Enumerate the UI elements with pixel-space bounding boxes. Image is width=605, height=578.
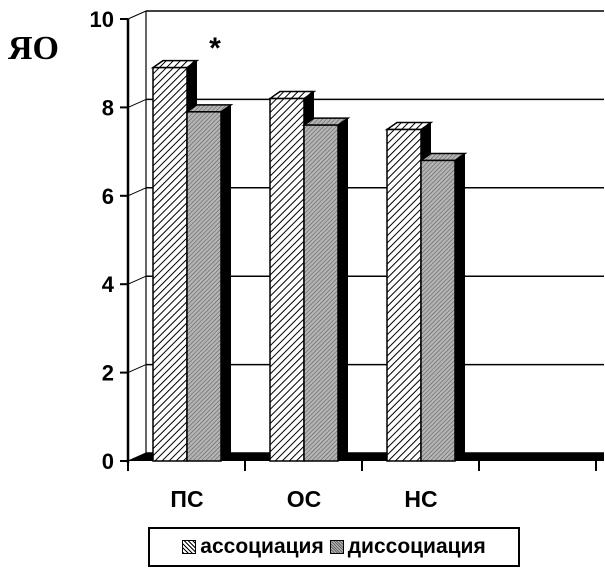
gridline-diag-3 [127,187,147,197]
y-tick-label-1: 2 [102,361,114,386]
y-tick-label-2: 4 [102,272,115,297]
y-tick-label-5: 10 [90,7,114,32]
legend-label-association: ассоциация [200,535,324,558]
bar-side-1-1 [338,118,348,461]
bar-side-0-1 [221,104,231,461]
bar-0-0 [152,66,188,462]
chart-floor [128,453,604,461]
y-tick-label-4: 8 [102,95,114,120]
legend-item-association: ассоциация [182,535,324,559]
y-tick-label-3: 6 [102,184,114,209]
gridline-diag-2 [127,275,147,285]
bar-2-0 [386,128,422,462]
y-axis-label: ЯО [8,30,59,67]
bar-2-1 [420,159,456,462]
x-tick-label-2: НС [404,486,437,512]
bar-1-1 [303,124,339,462]
bar-side-2-1 [455,153,465,461]
gridline-diag-1 [127,364,147,374]
bar-1-0 [269,97,305,462]
x-tick-label-1: ОС [287,486,322,512]
legend-swatch-grey [329,540,344,554]
legend-item-dissociation: диссоциация [329,535,486,559]
chart-legend: ассоциация диссоциация [148,527,520,567]
bar-chart: 0 2 4 6 8 10 ПС ОС НС * [90,7,604,512]
x-tick-label-0: ПС [170,486,203,512]
significance-asterisk: * [209,32,221,65]
y-tick-label-0: 0 [102,449,114,474]
gridline-diag-5 [127,10,147,20]
legend-swatch-hatched [182,540,197,554]
bar-0-1 [186,111,222,462]
legend-label-dissociation: диссоциация [347,535,486,558]
gridline-diag-4 [127,98,147,108]
